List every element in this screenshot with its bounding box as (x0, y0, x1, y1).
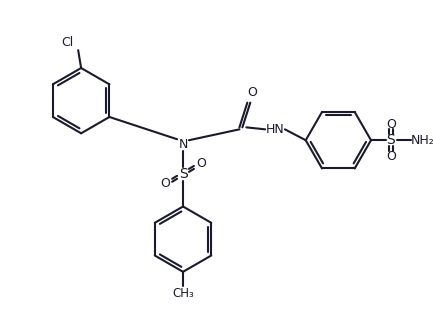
Text: O: O (160, 177, 170, 190)
Text: S: S (385, 133, 394, 147)
Text: S: S (178, 167, 187, 181)
Text: O: O (385, 149, 395, 163)
Text: N: N (178, 138, 187, 151)
Text: O: O (247, 86, 256, 99)
Text: Cl: Cl (61, 36, 73, 49)
Text: O: O (195, 157, 205, 170)
Text: HN: HN (265, 123, 284, 136)
Text: CH₃: CH₃ (172, 287, 194, 300)
Text: NH₂: NH₂ (410, 134, 433, 147)
Text: O: O (385, 118, 395, 131)
